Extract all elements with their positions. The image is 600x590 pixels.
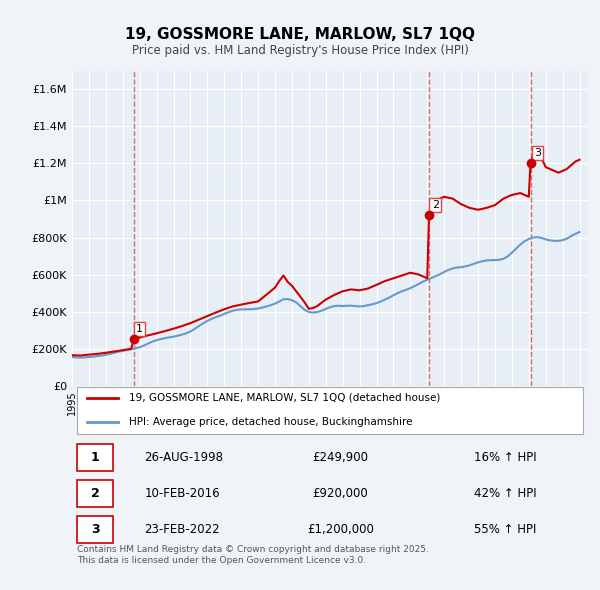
Text: 23-FEB-2022: 23-FEB-2022: [144, 523, 220, 536]
FancyBboxPatch shape: [77, 516, 113, 543]
Text: 1: 1: [136, 324, 143, 334]
FancyBboxPatch shape: [77, 444, 113, 471]
Text: Price paid vs. HM Land Registry's House Price Index (HPI): Price paid vs. HM Land Registry's House …: [131, 44, 469, 57]
Text: £920,000: £920,000: [313, 487, 368, 500]
Text: 2: 2: [431, 200, 439, 209]
Text: £249,900: £249,900: [313, 451, 368, 464]
FancyBboxPatch shape: [77, 386, 583, 434]
Text: 19, GOSSMORE LANE, MARLOW, SL7 1QQ (detached house): 19, GOSSMORE LANE, MARLOW, SL7 1QQ (deta…: [129, 393, 440, 403]
Text: HPI: Average price, detached house, Buckinghamshire: HPI: Average price, detached house, Buck…: [129, 418, 412, 428]
Text: 3: 3: [534, 148, 541, 158]
FancyBboxPatch shape: [77, 480, 113, 507]
Text: 55% ↑ HPI: 55% ↑ HPI: [475, 523, 537, 536]
Text: 10-FEB-2016: 10-FEB-2016: [144, 487, 220, 500]
Text: 2: 2: [91, 487, 100, 500]
Text: 26-AUG-1998: 26-AUG-1998: [144, 451, 223, 464]
Text: 42% ↑ HPI: 42% ↑ HPI: [475, 487, 537, 500]
Text: £1,200,000: £1,200,000: [307, 523, 374, 536]
Text: 1: 1: [91, 451, 100, 464]
Text: 16% ↑ HPI: 16% ↑ HPI: [475, 451, 537, 464]
Text: 19, GOSSMORE LANE, MARLOW, SL7 1QQ: 19, GOSSMORE LANE, MARLOW, SL7 1QQ: [125, 27, 475, 41]
Text: Contains HM Land Registry data © Crown copyright and database right 2025.
This d: Contains HM Land Registry data © Crown c…: [77, 546, 429, 565]
Text: 3: 3: [91, 523, 100, 536]
